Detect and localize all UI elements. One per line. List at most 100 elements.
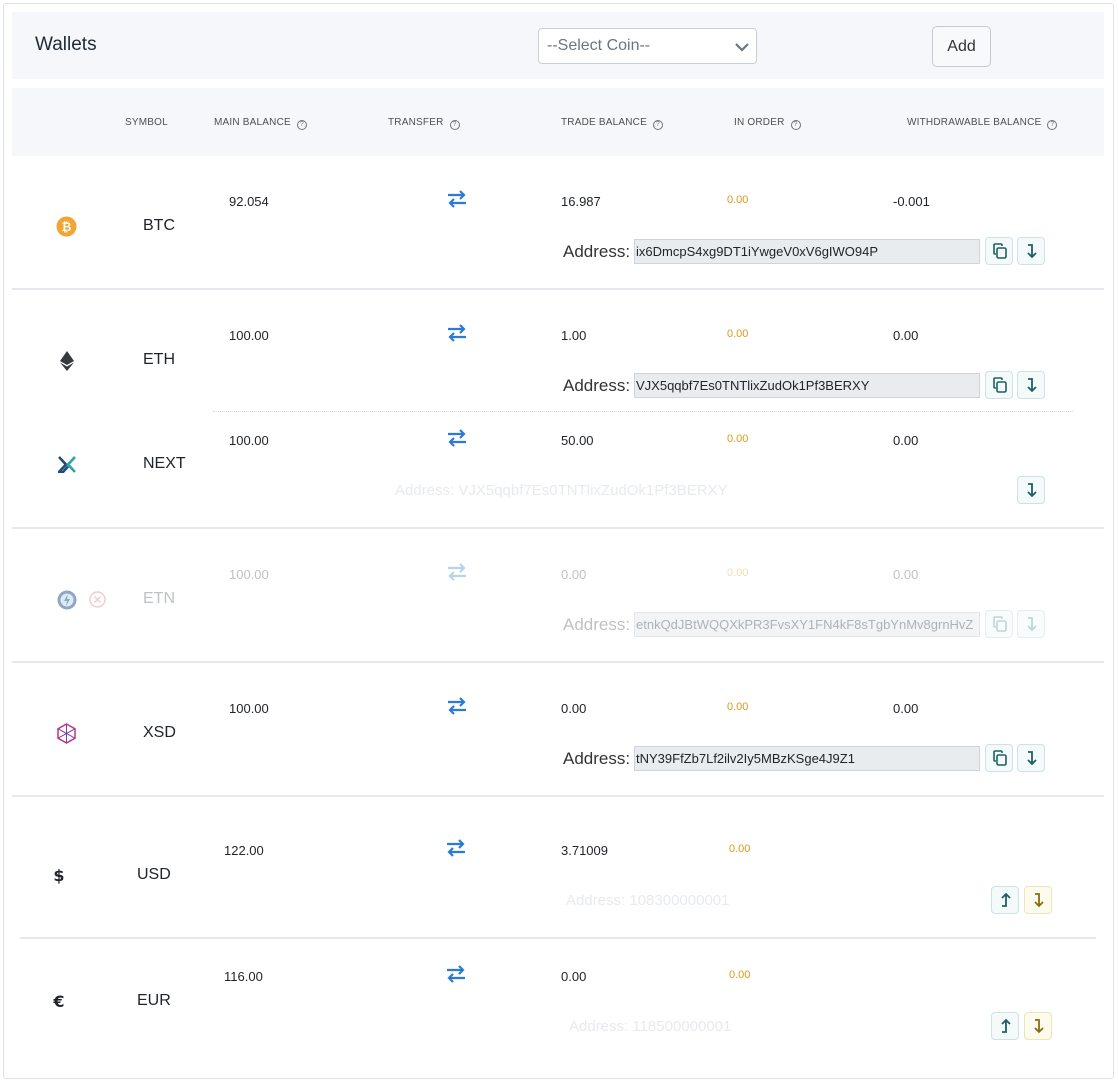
- help-icon[interactable]: ?: [652, 120, 663, 130]
- trade-balance: 16.987: [561, 194, 601, 209]
- copy-icon: [993, 750, 1007, 766]
- address-text: Address: 108300000001: [566, 892, 730, 909]
- arrow-down-icon: [1034, 893, 1044, 908]
- copy-button[interactable]: [985, 371, 1013, 399]
- symbol: EUR: [137, 992, 171, 1009]
- deposit-button[interactable]: [1024, 1012, 1052, 1040]
- dollar-icon: $: [53, 866, 64, 884]
- svg-text:€: €: [52, 992, 64, 1010]
- copy-button[interactable]: [985, 610, 1013, 638]
- col-in-order: IN ORDER?: [734, 117, 801, 130]
- arrow-down-icon: [1027, 378, 1037, 393]
- transfer-icon[interactable]: [446, 189, 468, 209]
- arrow-down-icon: [1027, 751, 1037, 766]
- main-balance: 100.00: [229, 328, 269, 343]
- copy-icon: [993, 616, 1007, 632]
- in-order: 0.00: [727, 567, 749, 579]
- row-divider: [20, 937, 1096, 939]
- in-order: 0.00: [727, 701, 749, 713]
- deposit-button[interactable]: [1017, 371, 1045, 399]
- copy-icon: [993, 377, 1007, 393]
- wallets-header: Wallets --Select Coin-- Add: [12, 12, 1104, 79]
- transfer-icon[interactable]: [445, 838, 467, 858]
- address-text: Address: 118500000001: [569, 1018, 732, 1035]
- arrow-up-icon: [1001, 1018, 1011, 1033]
- wallets-panel: [3, 3, 1114, 1079]
- row-divider: [12, 661, 1104, 663]
- ethereum-icon: [60, 351, 74, 371]
- address-field[interactable]: VJX5qqbf7Es0TNTlixZudOk1Pf3BERXY: [634, 373, 980, 398]
- transfer-icon[interactable]: [445, 964, 467, 984]
- copy-button[interactable]: [985, 237, 1013, 265]
- help-icon[interactable]: ?: [296, 120, 307, 130]
- coin-select[interactable]: --Select Coin--: [538, 28, 757, 64]
- page-title: Wallets: [35, 34, 97, 55]
- symbol: ETH: [143, 351, 175, 368]
- transfer-icon[interactable]: [446, 562, 468, 582]
- main-balance: 92.054: [229, 194, 269, 209]
- row-divider: [12, 288, 1104, 290]
- in-order: 0.00: [729, 969, 751, 981]
- bitcoin-icon: ₿: [56, 216, 77, 237]
- main-balance: 116.00: [224, 969, 263, 984]
- withdraw-button[interactable]: [991, 1012, 1019, 1040]
- address-field[interactable]: etnkQdJBtWQQXkPR3FvsXY1FN4kF8sTgbYnMv8gr…: [634, 612, 980, 637]
- row-divider: [12, 527, 1104, 529]
- main-balance: 100.00: [229, 433, 269, 448]
- address-label: Address:: [563, 615, 631, 634]
- sub-row-divider: [213, 411, 1073, 412]
- trade-balance: 50.00: [561, 433, 594, 448]
- trade-balance: 0.00: [561, 969, 587, 984]
- col-symbol: SYMBOL: [125, 117, 168, 128]
- trade-balance: 1.00: [561, 328, 587, 343]
- deposit-button[interactable]: [1017, 610, 1045, 638]
- address-field[interactable]: ix6DmcpS4xg9DT1iYwgeV0xV6gIWO94P: [634, 239, 980, 264]
- symbol: USD: [137, 866, 171, 883]
- trade-balance: 0.00: [561, 567, 587, 582]
- withdrawable-balance: 0.00: [893, 433, 919, 448]
- chevron-down-icon: [735, 43, 749, 52]
- row-divider: [12, 795, 1104, 797]
- transfer-icon[interactable]: [446, 428, 468, 448]
- in-order: 0.00: [729, 843, 751, 855]
- arrow-down-icon: [1034, 1019, 1044, 1034]
- deposit-button[interactable]: [1017, 237, 1045, 265]
- transfer-icon[interactable]: [446, 323, 468, 343]
- withdrawable-balance: 0.00: [893, 567, 919, 582]
- help-icon[interactable]: ?: [790, 120, 801, 130]
- arrow-down-icon: [1027, 244, 1037, 259]
- address-field[interactable]: tNY39FfZb7Lf2ilv2Iy5MBzKSge4J9Z1: [634, 746, 980, 771]
- in-order: 0.00: [727, 328, 749, 340]
- deposit-button[interactable]: [1017, 744, 1045, 772]
- symbol: NEXT: [143, 455, 186, 472]
- add-button[interactable]: Add: [932, 26, 991, 67]
- trade-balance: 0.00: [561, 701, 587, 716]
- withdrawable-balance: 0.00: [893, 701, 919, 716]
- address-text: Address: VJX5qqbf7Es0TNTlixZudOk1Pf3BERX…: [395, 482, 728, 499]
- copy-button[interactable]: [985, 744, 1013, 772]
- col-trade-balance: TRADE BALANCE?: [561, 117, 663, 130]
- help-icon[interactable]: ?: [1047, 120, 1058, 130]
- arrow-down-icon: [1027, 617, 1037, 632]
- withdrawable-balance: 0.00: [893, 328, 919, 343]
- col-main-balance: MAIN BALANCE?: [214, 117, 307, 130]
- address-label: Address:: [563, 242, 631, 261]
- col-withdrawable-balance: WITHDRAWABLE BALANCE?: [907, 117, 1058, 130]
- in-order: 0.00: [727, 433, 749, 445]
- withdraw-button[interactable]: [991, 886, 1019, 914]
- help-icon[interactable]: ?: [449, 120, 460, 130]
- main-balance: 100.00: [229, 567, 269, 582]
- svg-text:₿: ₿: [62, 220, 72, 234]
- transfer-icon[interactable]: [446, 696, 468, 716]
- address-label: Address:: [563, 376, 631, 395]
- xsd-icon: [57, 723, 76, 744]
- col-transfer: TRANSFER?: [388, 117, 460, 130]
- arrow-down-icon: [1027, 483, 1037, 498]
- deposit-button[interactable]: [1017, 476, 1045, 504]
- withdrawable-balance: -0.001: [893, 194, 930, 209]
- main-balance: 100.00: [229, 701, 269, 716]
- deposit-button[interactable]: [1024, 886, 1052, 914]
- arrow-up-icon: [1001, 892, 1011, 907]
- electroneum-icon: [57, 590, 77, 610]
- trade-balance: 3.71009: [561, 843, 608, 858]
